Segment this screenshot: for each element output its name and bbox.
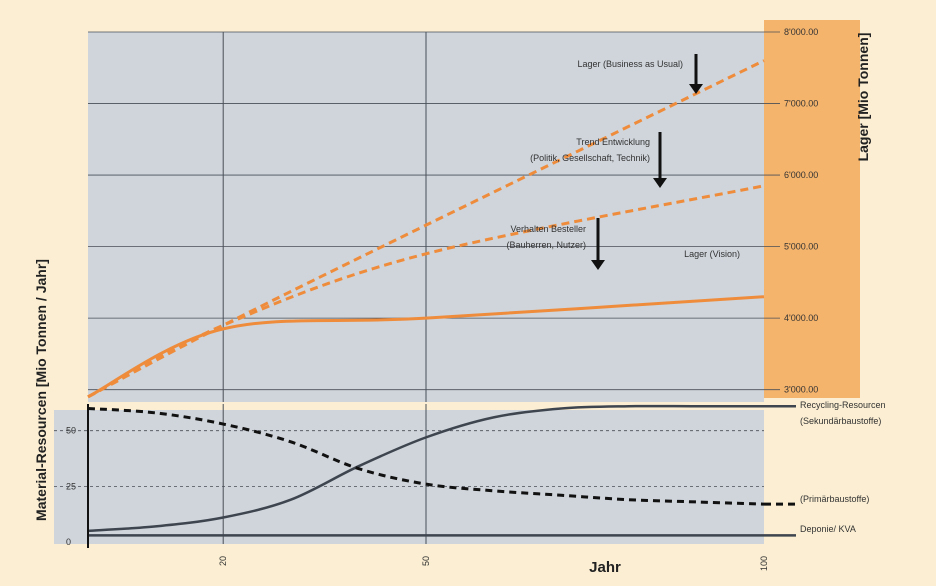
arrow-head-2 [591,260,605,270]
annotation-business-as-usual: Lager (Business as Usual) [577,59,683,69]
upper-series-line-2 [87,295,765,399]
x-tick-label: 100 [759,556,769,571]
upper-y-tick-label: 6'000.00 [784,170,818,180]
arrow-head-0 [689,84,703,94]
upper-y-tick-label: 8'000.00 [784,27,818,37]
left-y-axis-label: Material-Resourcen [Mio Tonnen / Jahr] [33,259,49,521]
lower-series-labels: Recycling-Resourcen (Sekundärbaustoffe) (P… [800,400,886,534]
arrow-head-1 [653,178,667,188]
lower-series-label: Recycling-Resourcen [800,400,886,410]
lower-panel: 0 25 50 20 50 100 Recycling-Resourcen (Sekund… [33,259,886,576]
lower-y-ticks: 0 25 50 [66,426,76,547]
upper-y-tick-label: 3'000.00 [784,385,818,395]
lower-series-label: Deponie/ KVA [800,524,856,534]
lower-y-tick-label: 0 [66,537,71,547]
upper-y-ticks: 3'000.00 4'000.00 5'000.00 6'000.00 7'000.00… [784,27,818,395]
x-ticks: 20 50 100 [218,556,769,571]
lower-y-tick-label: 50 [66,426,76,436]
annotation-verhalten-line1: Verhalten Besteller [510,224,586,234]
annotation-lager-vision: Lager (Vision) [684,249,740,259]
upper-y-tick-label: 5'000.00 [784,242,818,252]
x-axis-label: Jahr [589,559,621,576]
upper-series [87,59,765,399]
annotation-trend-line1: Trend Entwicklung [576,137,650,147]
lower-series [87,404,796,537]
right-axis-band [764,20,860,398]
lower-grid [54,404,764,544]
lower-series-line-0 [87,404,764,533]
annotation-verhalten-line2: (Bauherren, Nutzer) [506,240,586,250]
lower-plot-area [54,410,764,544]
annotation-trend-line2: (Politik, Gesellschaft, Technik) [530,153,650,163]
lower-series-line-1 [87,406,765,506]
upper-series-line-1 [87,184,765,399]
lower-y-tick-label: 25 [66,481,76,491]
annotation-arrows [591,54,703,270]
upper-series-line-0 [87,59,765,399]
upper-panel: 3'000.00 4'000.00 5'000.00 6'000.00 7'000.00… [87,20,871,402]
lower-series-label: (Primärbaustoffe) [800,494,869,504]
x-tick-label: 50 [421,556,431,566]
upper-y-axis-label: Lager [Mio Tonnen] [855,33,871,162]
x-tick-label: 20 [218,556,228,566]
upper-y-tick-label: 4'000.00 [784,313,818,323]
lower-series-label: (Sekundärbaustoffe) [800,416,881,426]
upper-y-tick-label: 7'000.00 [784,99,818,109]
